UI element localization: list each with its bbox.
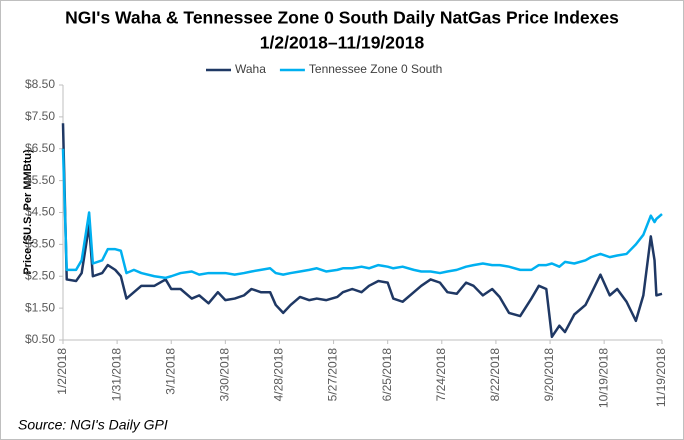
legend-label: Waha [235, 62, 266, 76]
series-line [61, 123, 663, 339]
series-line [61, 148, 663, 280]
chart-title: NGI's Waha & Tennessee Zone 0 South Dail… [65, 8, 619, 28]
x-tick-label: 8/22/2018 [488, 348, 502, 402]
x-tick-label: 1/2/2018 [55, 348, 69, 395]
x-tick-label: 3/1/2018 [163, 348, 177, 395]
y-axis-label: Price ($U.S. Per MMBtu) [22, 149, 34, 275]
x-tick-label: 11/19/2018 [654, 348, 668, 407]
source-note: Source: NGI's Daily GPI [18, 417, 168, 433]
y-tick-label: $2.50 [25, 268, 55, 282]
x-tick-label: 6/25/2018 [380, 348, 394, 402]
y-tick-label: $3.50 [25, 237, 55, 251]
x-tick-label: 5/27/2018 [326, 348, 340, 402]
x-tick-label: 1/31/2018 [109, 348, 123, 402]
y-tick-label: $1.50 [25, 300, 55, 314]
y-tick-label: $7.50 [25, 109, 55, 123]
chart-subtitle: 1/2/2018–11/19/2018 [260, 33, 425, 53]
x-tick-label: 7/24/2018 [434, 348, 448, 402]
y-tick-label: $4.50 [25, 205, 55, 219]
y-tick-label: $8.50 [25, 77, 55, 91]
y-tick-label: $6.50 [25, 141, 55, 155]
y-tick-label: $0.50 [25, 332, 55, 346]
x-tick-label: 10/19/2018 [596, 348, 610, 408]
legend-label: Tennessee Zone 0 South [309, 62, 442, 76]
y-tick-label: $5.50 [25, 173, 55, 187]
x-tick-label: 9/20/2018 [542, 348, 556, 402]
x-tick-label: 4/28/2018 [272, 348, 286, 402]
x-tick-label: 3/30/2018 [218, 348, 232, 402]
